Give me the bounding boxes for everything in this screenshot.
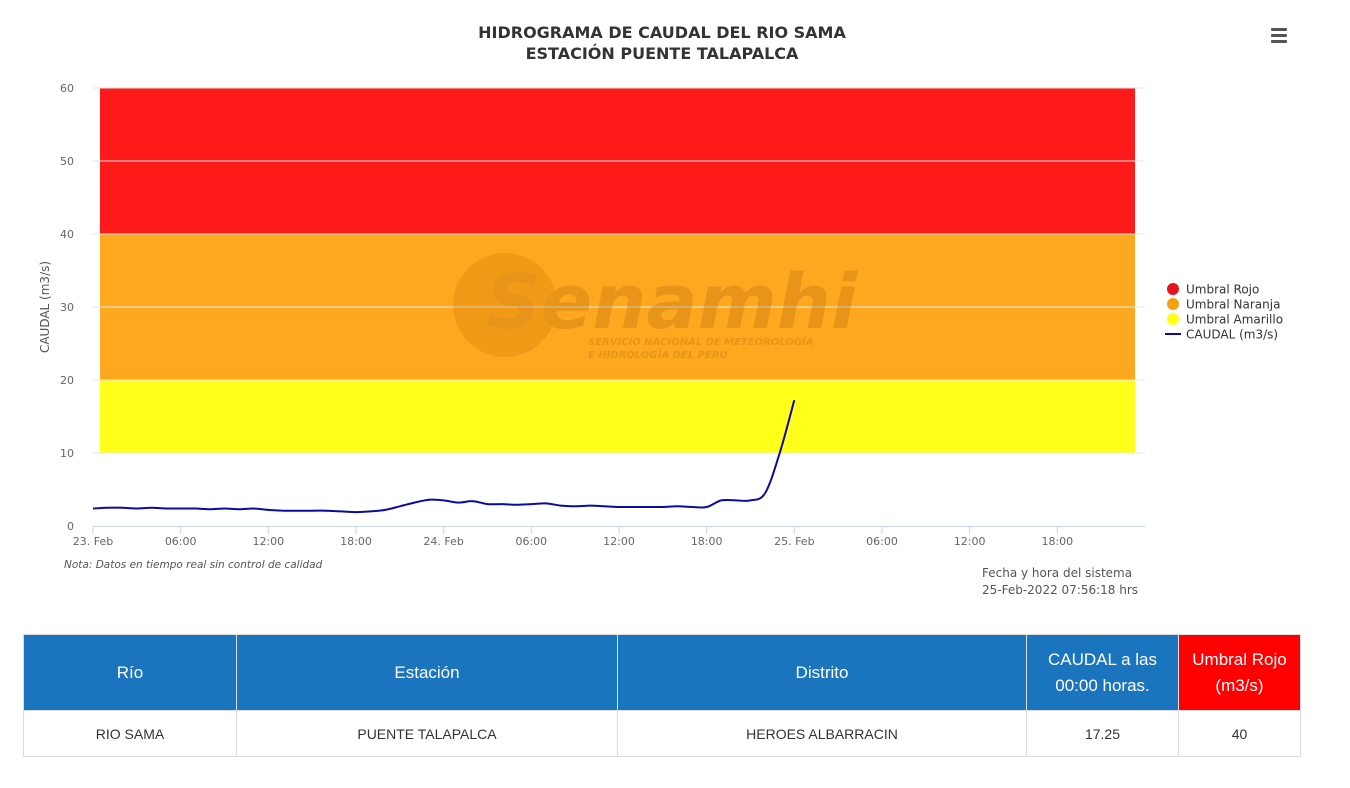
x-tick-label: 12:00 (252, 535, 284, 548)
y-tick-label: 40 (60, 228, 74, 241)
x-tick-label: 06:00 (866, 535, 898, 548)
header-estacion: Estación (236, 634, 618, 711)
table-header-row: Río Estación Distrito CAUDAL a las 00:00… (23, 634, 1301, 711)
hydrograph-chart: Senamhi SERVICIO NACIONAL DE METEOROLOGÍ… (38, 23, 1283, 548)
legend-item-umbral-amarillo-marker (1167, 313, 1179, 325)
y-tick-label: 60 (60, 82, 74, 95)
cell-distrito: HEROES ALBARRACIN (617, 710, 1027, 757)
band-umbral-amarillo (100, 380, 1135, 453)
system-time-value: 25-Feb-2022 07:56:18 hrs (982, 583, 1139, 597)
context-menu-icon[interactable] (1266, 24, 1292, 48)
legend-item-umbral-amarillo-label: Umbral Amarillo (1186, 313, 1283, 327)
legend-item-umbral-rojo-marker (1167, 283, 1179, 295)
cell-caudal: 17.25 (1026, 710, 1179, 757)
cell-estacion: PUENTE TALAPALCA (236, 710, 618, 757)
x-tick-label: 06:00 (165, 535, 197, 548)
watermark-line2: E HIDROLOGÍA DEL PERÚ (588, 348, 728, 361)
cell-rio: RIO SAMA (23, 710, 237, 757)
legend-item-umbral-rojo-label: Umbral Rojo (1186, 283, 1259, 297)
watermark-brand: Senamhi (486, 257, 858, 346)
system-time: Fecha y hora del sistema 25-Feb-2022 07:… (982, 565, 1138, 599)
y-tick-label: 10 (60, 447, 74, 460)
watermark-sun-icon (453, 253, 557, 357)
axes: 0 10 20 30 40 50 60 23. Feb 06:00 12:00 18:00 24. F… (60, 82, 1145, 548)
legend-item-umbral-naranja-label: Umbral Naranja (1186, 298, 1280, 312)
header-rio: Río (23, 634, 237, 711)
header-umbral-rojo: Umbral Rojo (m3/s) (1178, 634, 1301, 711)
header-distrito: Distrito (617, 634, 1027, 711)
x-tick-label: 06:00 (515, 535, 547, 548)
legend-item-caudal-m3-s-label: CAUDAL (m3/s) (1186, 328, 1278, 342)
x-tick-label: 12:00 (603, 535, 635, 548)
watermark-line1: SERVICIO NACIONAL DE METEOROLOGÍA (588, 335, 814, 348)
cell-umbral-rojo: 40 (1178, 710, 1301, 757)
x-tick-label: 23. Feb (73, 535, 113, 548)
quality-note: Nota: Datos en tiempo real sin control d… (64, 559, 323, 571)
y-tick-label: 50 (60, 155, 74, 168)
chart-subtitle: ESTACIÓN PUENTE TALAPALCA (526, 44, 799, 63)
y-tick-label: 30 (60, 301, 74, 314)
chart-title: HIDROGRAMA DE CAUDAL DEL RIO SAMA (478, 23, 846, 42)
station-table: Río Estación Distrito CAUDAL a las 00:00… (23, 634, 1301, 757)
series-line-caudal (92, 399, 796, 514)
senamhi-watermark: Senamhi SERVICIO NACIONAL DE METEOROLOGÍ… (453, 253, 858, 361)
x-tick-label: 18:00 (340, 535, 372, 548)
table-row: RIO SAMA PUENTE TALAPALCA HEROES ALBARRA… (23, 710, 1301, 757)
series-group (92, 399, 796, 514)
header-caudal: CAUDAL a las 00:00 horas. (1026, 634, 1179, 711)
gridlines (93, 87, 1145, 454)
y-tick-label: 20 (60, 374, 74, 387)
x-tick-label: 25. Feb (774, 535, 814, 548)
legend-item-umbral-naranja-marker (1167, 298, 1179, 310)
system-time-label: Fecha y hora del sistema (982, 566, 1133, 580)
y-axis-title: CAUDAL (m3/s) (38, 261, 52, 353)
x-tick-label: 12:00 (954, 535, 986, 548)
x-tick-label: 24. Feb (423, 535, 463, 548)
y-tick-label: 0 (67, 520, 74, 533)
x-tick-label: 18:00 (691, 535, 723, 548)
x-tick-label: 18:00 (1041, 535, 1073, 548)
